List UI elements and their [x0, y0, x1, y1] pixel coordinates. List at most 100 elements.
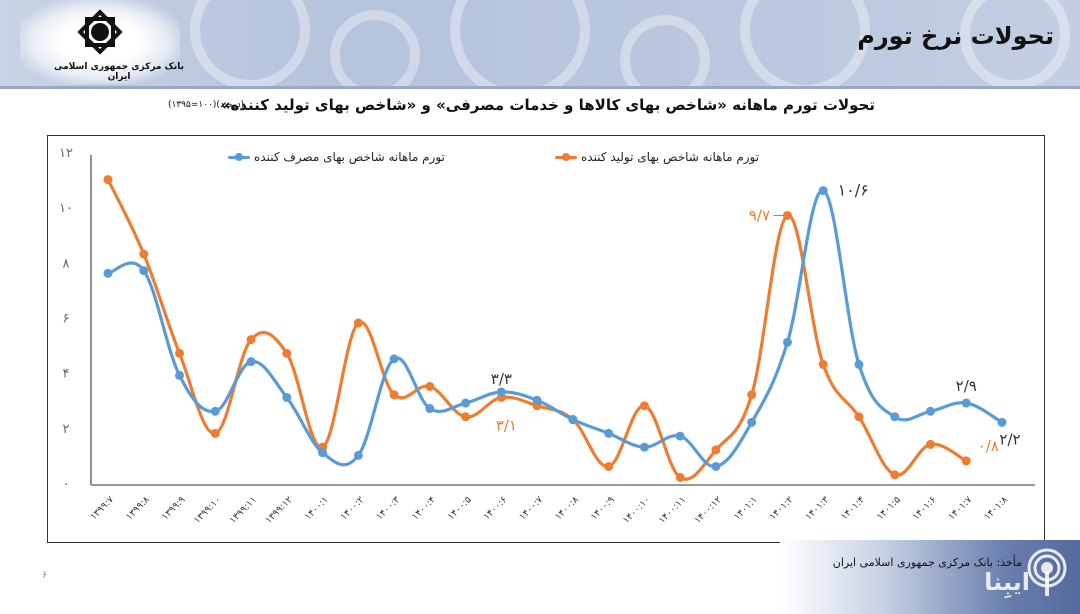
cpi-data-point: [389, 354, 399, 364]
legend-marker-orange-icon: [555, 152, 577, 162]
y-tick-label: ۸: [63, 256, 70, 271]
chart-title-note: (درصد)(۱۰۰=۱۳۹۵): [168, 100, 245, 110]
data-label: ۳/۳: [491, 370, 512, 388]
ppi-data-point: [675, 472, 685, 482]
page-number: ۶: [42, 570, 48, 581]
ppi-data-point: [353, 318, 363, 328]
cpi-data-point: [818, 186, 828, 196]
cpi-data-point: [711, 461, 721, 471]
data-label: ۰/۸: [978, 437, 999, 455]
brand-logo-text: ایبِنا: [984, 568, 1030, 596]
broadcast-antenna-icon: [1027, 548, 1067, 596]
legend-marker-blue-icon: [228, 152, 250, 162]
data-label: ۲/۹: [956, 377, 977, 395]
cpi-data-point: [282, 392, 292, 402]
y-tick-label: ۶: [63, 312, 70, 327]
ppi-data-point: [604, 461, 614, 471]
cpi-data-point: [103, 268, 113, 278]
ppi-data-point: [747, 390, 757, 400]
cpi-data-point: [854, 359, 864, 369]
cpi-data-point: [139, 266, 149, 276]
cpi-data-point: [353, 450, 363, 460]
chart-title: تحولات تورم ماهانه «شاخص بهای کالاها و خ…: [220, 96, 875, 114]
x-tick-label: ۱۴۰۱:۳: [803, 494, 831, 522]
ppi-data-point: [425, 381, 435, 391]
y-tick-label: ۰: [63, 477, 70, 492]
ppi-data-point: [818, 359, 828, 369]
ppi-data-point: [175, 348, 185, 358]
ppi-data-point: [961, 456, 971, 466]
ppi-line: [106, 178, 968, 481]
banner-divider: [0, 86, 1080, 89]
x-tick-label: ۱۴۰۰:۵: [446, 494, 474, 522]
x-tick-label: ۱۴۰۰:۳: [374, 494, 402, 522]
cpi-data-point: [568, 415, 578, 425]
x-tick-label: ۱۴۰۰:۹: [589, 494, 617, 522]
x-tick-label: ۱۳۹۹:۱۱: [227, 494, 259, 526]
x-tick-label: ۱۴۰۱:۵: [875, 494, 903, 522]
x-tick-label: ۱۴۰۱:۶: [911, 494, 939, 522]
central-bank-logo-icon: [77, 9, 123, 55]
cpi-line: [107, 189, 1003, 469]
header-banner: بانک مرکزی جمهوری اسلامی ایران تحولات نر…: [0, 0, 1080, 88]
page-title: تحولات نرخ تورم: [857, 22, 1054, 50]
x-tick-label: ۱۳۹۹:۷: [88, 494, 116, 522]
chart-series: [103, 175, 1007, 482]
y-tick-label: ۱۲: [59, 146, 73, 161]
legend-label-ppi: تورم ماهانه شاخص بهای تولید کننده: [581, 150, 760, 164]
cpi-data-point: [318, 448, 328, 458]
y-tick-label: ۲: [63, 422, 70, 437]
cpi-data-point: [461, 398, 471, 408]
cpi-data-point: [604, 428, 614, 438]
x-tick-label: ۱۴۰۰:۱: [303, 494, 331, 522]
x-tick-label: ۱۴۰۰:۶: [481, 494, 509, 522]
chart-data-labels: ۱۰/۶ ۹/۷ ۳/۳ ۳/۱ ۲/۹ ۲/۲۰/۸: [491, 181, 1021, 455]
legend-label-cpi: تورم ماهانه شاخص بهای مصرف کننده: [254, 150, 445, 164]
ppi-data-point: [461, 412, 471, 422]
banner-ornament: [620, 15, 710, 88]
cpi-data-point: [997, 417, 1007, 427]
cpi-data-point: [210, 406, 220, 416]
ppi-data-point: [139, 249, 149, 259]
ppi-data-point: [103, 175, 113, 185]
x-tick-label: ۱۴۰۰:۸: [553, 494, 581, 522]
x-tick-label: ۱۴۰۰:۷: [517, 494, 545, 522]
cpi-data-point: [782, 337, 792, 347]
data-label: ۱۰/۶: [838, 181, 869, 200]
data-label: ۳/۱: [496, 416, 517, 434]
cpi-data-point: [246, 357, 256, 367]
data-label: ۹/۷: [749, 206, 770, 224]
cpi-data-point: [425, 404, 435, 414]
cpi-data-point: [639, 442, 649, 452]
logo-area: بانک مرکزی جمهوری اسلامی ایران: [20, 0, 184, 84]
x-tick-label: ۱۳۹۹:۱۰: [192, 494, 224, 526]
x-tick-label: ۱۳۹۹:۱۲: [263, 494, 295, 526]
ppi-data-point: [389, 390, 399, 400]
banner-ornament: [330, 10, 420, 88]
cpi-data-point: [175, 370, 185, 380]
ppi-data-point: [925, 439, 935, 449]
x-tick-label: ۱۴۰۰:۴: [410, 494, 438, 522]
cpi-data-point: [890, 412, 900, 422]
x-tick-label: ۱۴۰۰:۱۱: [657, 494, 689, 526]
x-tick-label: ۱۴۰۰:۲: [338, 494, 366, 522]
y-tick-label: ۱۰: [59, 201, 73, 216]
x-tick-label: ۱۴۰۰:۱۲: [692, 494, 724, 526]
cpi-data-point: [747, 417, 757, 427]
cpi-data-point: [496, 387, 506, 397]
ppi-data-point: [890, 470, 900, 480]
data-label: ۲/۲: [999, 430, 1020, 448]
ppi-data-point: [854, 412, 864, 422]
x-tick-label: ۱۴۰۱:۸: [982, 494, 1010, 522]
ppi-data-point: [210, 428, 220, 438]
cpi-data-point: [925, 406, 935, 416]
ppi-data-point: [282, 348, 292, 358]
chart-frame: [47, 135, 1045, 543]
cpi-data-point: [532, 395, 542, 405]
cpi-data-point: [961, 398, 971, 408]
ppi-data-point: [639, 401, 649, 411]
x-tick-label: ۱۴۰۱:۲: [767, 494, 795, 522]
ppi-data-point: [246, 335, 256, 345]
ppi-data-point: [782, 210, 792, 220]
